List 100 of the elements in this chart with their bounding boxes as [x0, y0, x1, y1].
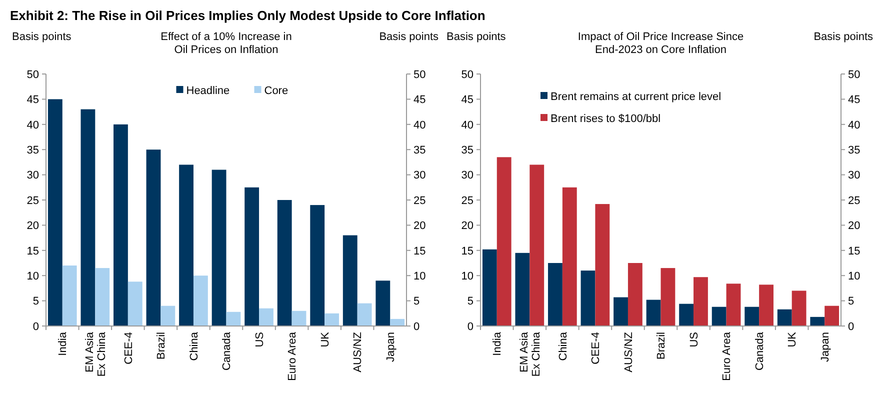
x-tick-label: China — [188, 331, 200, 361]
y2-tick-label: 15 — [848, 245, 860, 258]
x-tick-label: India — [492, 331, 504, 356]
y-tick-label: 40 — [461, 119, 474, 132]
text: Exhibit 2: The Rise in Oil Prices Implies Only Modest Upside to Core Inflation — [10, 8, 486, 23]
bar — [628, 263, 642, 326]
x-tick-label: US — [688, 332, 700, 348]
y-tick-label: 45 — [461, 94, 474, 106]
y-tick-label: 50 — [461, 68, 474, 81]
bar — [482, 249, 497, 326]
y2-tick-label: 35 — [414, 144, 426, 156]
x-tick-label: AUS/NZ — [352, 332, 364, 372]
bar — [660, 268, 676, 326]
bar — [80, 109, 96, 326]
y2-axis-title: Basis points — [814, 31, 874, 43]
y-tick-label: 50 — [26, 68, 39, 81]
x-tick-label: CEE-4 — [590, 332, 602, 364]
bar — [726, 284, 741, 326]
legend-label: Core — [264, 85, 288, 97]
bar — [357, 303, 372, 326]
y-axis-title: Basis points — [446, 31, 506, 43]
bar — [114, 124, 128, 326]
x-tick-label: China — [557, 331, 570, 361]
bar — [95, 268, 110, 326]
bar — [548, 263, 562, 326]
bar — [712, 306, 726, 326]
legend-label: Headline — [186, 85, 230, 97]
y-tick-label: 0 — [467, 320, 474, 333]
bar — [515, 252, 530, 326]
y2-axis-title: Basis points — [379, 31, 439, 43]
bar — [694, 277, 708, 326]
bar — [324, 313, 339, 326]
y2-tick-label: 40 — [414, 119, 426, 132]
bar — [179, 164, 194, 326]
bar — [679, 304, 694, 326]
y-tick-label: 0 — [32, 320, 39, 333]
x-tick-label: CEE-4 — [122, 332, 135, 364]
y-tick-label: 20 — [26, 220, 39, 232]
y-tick-label: 15 — [26, 245, 39, 258]
bar — [777, 309, 792, 326]
bar — [277, 200, 292, 326]
x-tick-label: Euro Area — [721, 331, 734, 381]
x-tick-label: Brazil — [156, 332, 168, 360]
y2-tick-label: 30 — [414, 170, 426, 182]
bar — [342, 235, 358, 326]
bar — [824, 306, 840, 326]
x-tick-label: Canada — [754, 331, 766, 371]
y-tick-label: 30 — [26, 170, 39, 182]
y2-tick-label: 20 — [414, 220, 426, 232]
y2-tick-label: 50 — [414, 68, 426, 81]
y2-tick-label: 0 — [848, 320, 854, 333]
y-tick-label: 20 — [461, 220, 474, 232]
bar — [128, 282, 142, 326]
bar — [62, 266, 77, 326]
chart-title: Impact of Oil Price Increase Since End-2023 on Core Inflation — [578, 31, 744, 56]
y-tick-label: 25 — [26, 194, 39, 207]
y2-tick-label: 5 — [414, 296, 420, 308]
y2-tick-label: 35 — [848, 144, 860, 156]
bar — [792, 290, 806, 326]
bar — [530, 164, 544, 326]
bar — [48, 99, 62, 326]
bar — [212, 170, 226, 326]
y2-tick-label: 45 — [848, 94, 860, 106]
x-tick-label: Euro Area — [286, 331, 299, 381]
y2-tick-label: 40 — [848, 119, 860, 132]
y2-tick-label: 25 — [848, 194, 860, 207]
bar — [614, 297, 628, 326]
legend-label: Brent rises to $100/bbl — [550, 113, 661, 125]
x-tick-label: EM Asia Ex China — [84, 331, 108, 377]
bar — [146, 150, 161, 326]
y2-tick-label: 15 — [414, 245, 426, 258]
y-tick-label: 25 — [461, 194, 474, 207]
bar — [376, 280, 390, 326]
bar — [160, 306, 176, 326]
x-tick-label: EM Asia Ex China — [518, 331, 543, 377]
y-tick-label: 5 — [32, 296, 39, 308]
y2-tick-label: 20 — [848, 220, 860, 232]
bar — [193, 276, 208, 326]
x-tick-label: Brazil — [656, 332, 668, 360]
chart-title: Effect of a 10% Increase in Oil Prices on Inflation — [160, 31, 292, 56]
y-tick-label: 10 — [461, 270, 474, 282]
bar — [759, 284, 774, 326]
bar — [580, 270, 596, 326]
x-tick-label: AUS/NZ — [622, 332, 635, 372]
bar — [226, 312, 241, 326]
y2-tick-label: 45 — [414, 94, 426, 106]
bar — [292, 310, 306, 326]
x-tick-label: India — [57, 331, 70, 356]
y-tick-label: 35 — [26, 144, 39, 156]
y2-tick-label: 10 — [848, 270, 860, 282]
bar — [744, 306, 760, 326]
y2-tick-label: 5 — [848, 296, 854, 308]
bar — [810, 316, 825, 326]
y-tick-label: 45 — [26, 94, 39, 106]
x-tick-label: Japan — [819, 332, 832, 362]
y2-tick-label: 10 — [414, 270, 426, 282]
bar — [259, 308, 274, 326]
bar — [244, 187, 260, 326]
y-tick-label: 30 — [461, 170, 474, 182]
x-tick-label: US — [254, 332, 266, 348]
